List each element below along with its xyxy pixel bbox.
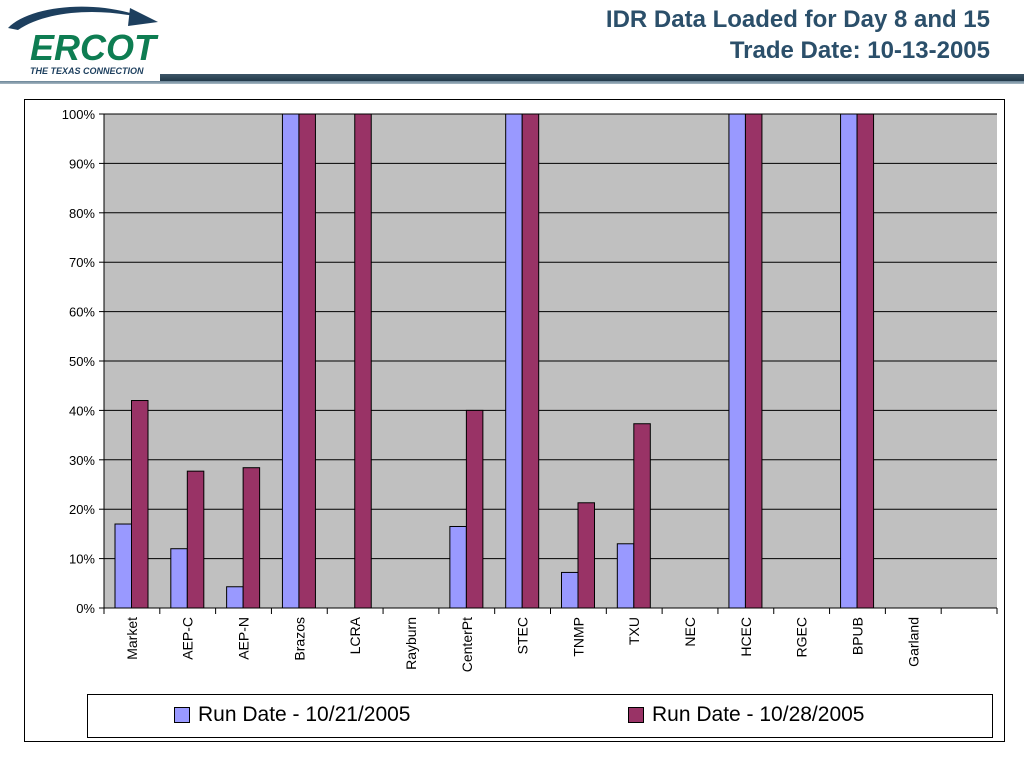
ercot-logo: ERCOT THE TEXAS CONNECTION [8, 6, 159, 76]
bar-stec-series1 [505, 113, 523, 609]
y-tick-label: 90% [69, 156, 95, 171]
x-tick-label: LCRA [347, 616, 363, 654]
bar-hcec-series2 [744, 113, 763, 609]
bar-hcec-series1 [728, 113, 746, 609]
bar-aep-n-series1 [226, 586, 244, 609]
plot-area: 0% 10% 20% 30% 40% 50% 60% 70% 80% 90% 100% Market A… [62, 107, 998, 672]
y-tick-label: 30% [69, 453, 95, 468]
x-tick-label: HCEC [738, 617, 754, 657]
x-tick-label: CenterPt [459, 617, 475, 672]
bar-centerpt-series2 [465, 409, 484, 609]
x-tick-label: TXU [626, 617, 642, 645]
x-tick-label: Brazos [291, 617, 307, 661]
header-divider [160, 74, 1024, 81]
x-tick-label: AEP-N [236, 617, 252, 660]
x-tick-label: AEP-C [180, 617, 196, 660]
logo-tagline: THE TEXAS CONNECTION [30, 66, 144, 76]
y-tick-label: 60% [69, 305, 95, 320]
legend-label-series1: Run Date - 10/21/2005 [198, 703, 411, 726]
bar-market-series1 [114, 523, 132, 609]
legend-item-series1: Run Date - 10/21/2005 [174, 703, 410, 727]
bar-brazos-series1 [281, 113, 300, 609]
x-tick-label: BPUB [849, 617, 865, 655]
legend-swatch-series1 [174, 707, 190, 723]
y-tick-label: 70% [69, 255, 95, 270]
y-tick-label: 80% [69, 206, 95, 221]
title-line-1: IDR Data Loaded for Day 8 and 15 [605, 6, 990, 33]
bar-tnmp-series1 [561, 571, 579, 609]
x-tick-label: Market [124, 617, 140, 660]
x-tick-label: Garland [905, 617, 921, 667]
y-tick-label: 100% [62, 107, 96, 122]
slide-header: ERCOT THE TEXAS CONNECTION IDR Data Load… [0, 0, 1024, 84]
bar-txu-series1 [616, 543, 635, 609]
bar-brazos-series2 [298, 113, 316, 609]
x-tick-label: STEC [515, 617, 531, 654]
bar-centerpt-series1 [449, 525, 467, 609]
bar-aep-n-series2 [242, 467, 261, 609]
legend-label-series2: Run Date - 10/28/2005 [652, 703, 865, 726]
x-tick-label: RGEC [794, 617, 810, 657]
x-tick-label: Rayburn [403, 617, 419, 670]
bar-lcra-series2 [354, 113, 372, 609]
y-tick-label: 0% [76, 601, 95, 616]
bar-market-series2 [131, 400, 149, 609]
logo-text: ERCOT [30, 27, 159, 68]
legend-swatch-series2 [628, 707, 644, 723]
bar-bpub-series2 [856, 113, 875, 609]
y-tick-label: 10% [69, 552, 95, 567]
y-tick-label: 40% [69, 403, 95, 418]
x-tick-label: TNMP [570, 617, 586, 657]
bar-txu-series2 [633, 423, 651, 609]
chart-legend: Run Date - 10/21/2005 Run Date - 10/28/2… [87, 694, 993, 738]
bar-tnmp-series2 [577, 502, 595, 609]
legend-item-series2: Run Date - 10/28/2005 [628, 703, 864, 727]
bar-stec-series2 [521, 113, 540, 609]
bar-aep-c-series2 [186, 470, 205, 609]
slide-title: IDR Data Loaded for Day 8 and 15 Trade D… [606, 4, 990, 66]
x-tick-label: NEC [682, 617, 698, 647]
title-line-2: Trade Date: 10-13-2005 [729, 37, 990, 64]
y-tick-label: 20% [69, 502, 95, 517]
header-divider-accent [0, 81, 1024, 84]
y-tick-label: 50% [69, 354, 95, 369]
bar-aep-c-series1 [170, 548, 188, 609]
bar-bpub-series1 [840, 113, 858, 609]
